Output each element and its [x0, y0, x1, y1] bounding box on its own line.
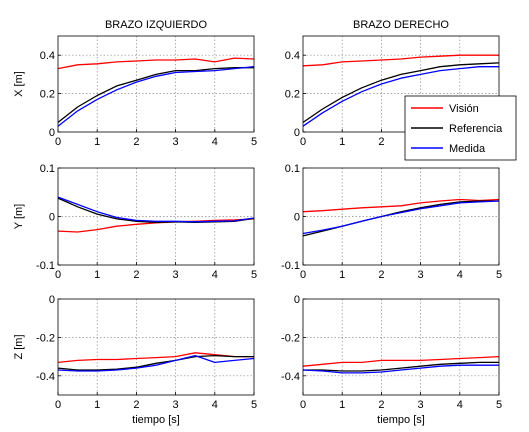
x-tick-label: 5 — [496, 269, 502, 281]
series-line — [57, 354, 255, 372]
x-tick-label: 4 — [212, 136, 218, 148]
legend-entry: Visión — [449, 103, 479, 115]
subplot: 0 1 2 3 4 5 -0.4 -0.2 0 tiempo [s] — [281, 294, 502, 426]
plot-area — [303, 299, 499, 395]
x-tick-label: 5 — [251, 136, 257, 148]
y-axis-label: Z [m] — [13, 334, 25, 359]
y-tick-label: 0 — [294, 294, 300, 306]
x-tick-label: 3 — [173, 269, 179, 281]
series-line — [57, 196, 255, 223]
y-tick-label: 0 — [49, 127, 55, 139]
y-tick-label: 0.2 — [40, 89, 55, 101]
y-tick-label: 0 — [49, 294, 55, 306]
subplot: 0 1 2 3 4 5 0 0.2 0.4 X [m] — [13, 35, 257, 148]
x-axis-label: tiempo [s] — [132, 414, 180, 426]
x-tick-label: 4 — [212, 269, 218, 281]
column-title: BRAZO IZQUIERDO — [105, 19, 208, 31]
x-tick-label: 2 — [378, 269, 384, 281]
x-tick-label: 3 — [418, 269, 424, 281]
series-line — [57, 57, 255, 70]
axes-frame — [57, 35, 255, 133]
series-line — [302, 355, 500, 367]
x-tick-label: 3 — [418, 399, 424, 411]
x-tick-label: 4 — [212, 399, 218, 411]
x-tick-label: 2 — [378, 399, 384, 411]
subplot: 0 1 2 3 4 5-0.100.1Y [m] — [13, 163, 257, 281]
legend-entry: Referencia — [449, 123, 503, 135]
legend: Visión Referencia Medida — [404, 95, 517, 161]
y-tick-label: 0 — [49, 212, 55, 224]
x-tick-label: 4 — [457, 269, 463, 281]
y-tick-label: -0.2 — [36, 332, 55, 344]
y-tick-label: 0 — [294, 127, 300, 139]
axes-frame — [57, 298, 255, 396]
y-tick-label: -0.2 — [281, 332, 300, 344]
x-tick-label: 2 — [133, 269, 139, 281]
column-title: BRAZO DERECHO — [353, 19, 449, 31]
y-tick-label: 0.1 — [40, 163, 55, 175]
plot-area — [58, 36, 254, 132]
series-line — [302, 200, 500, 235]
x-tick-label: 1 — [94, 399, 100, 411]
x-tick-label: 2 — [378, 136, 384, 148]
x-tick-label: 5 — [251, 399, 257, 411]
y-tick-label: 0.4 — [40, 50, 55, 62]
axes-frame — [302, 35, 500, 133]
y-tick-label: 0.1 — [285, 163, 300, 175]
x-tick-label: 5 — [496, 399, 502, 411]
y-axis-label: X [m] — [13, 71, 25, 97]
series-line — [57, 67, 254, 123]
y-tick-label: -0.1 — [281, 260, 300, 272]
x-tick-label: 1 — [339, 399, 345, 411]
series-line — [302, 66, 499, 127]
series-line — [302, 364, 499, 374]
series-line — [57, 354, 254, 371]
x-tick-label: 0 — [55, 399, 61, 411]
x-tick-label: 1 — [94, 269, 100, 281]
series-line — [302, 54, 499, 67]
y-axis-label: Y [m] — [13, 204, 25, 229]
x-tick-label: 3 — [173, 399, 179, 411]
y-tick-label: -0.4 — [36, 371, 55, 383]
y-tick-label: 0 — [294, 212, 300, 224]
x-tick-label: 1 — [339, 269, 345, 281]
x-tick-label: 2 — [133, 136, 139, 148]
x-axis-label: tiempo [s] — [377, 414, 425, 426]
x-tick-label: 0 — [300, 269, 306, 281]
x-tick-label: 1 — [339, 136, 345, 148]
x-tick-label: 0 — [55, 269, 61, 281]
x-tick-label: 4 — [457, 399, 463, 411]
y-tick-label: 0.2 — [285, 89, 300, 101]
series-line — [302, 62, 500, 123]
x-tick-label: 1 — [94, 136, 100, 148]
legend-entry: Medida — [449, 143, 486, 155]
x-tick-label: 0 — [300, 399, 306, 411]
axes-frame — [302, 298, 500, 396]
y-tick-label: 0.4 — [285, 50, 300, 62]
x-tick-label: 0 — [300, 136, 306, 148]
x-tick-label: 2 — [133, 399, 139, 411]
subplot: 0 1 2 3 4 5 -0.4 -0.2 0 Z [m] tiempo [s] — [13, 294, 257, 426]
series-line — [302, 198, 500, 213]
x-tick-label: 0 — [55, 136, 61, 148]
series-line — [303, 361, 499, 372]
x-tick-label: 3 — [173, 136, 179, 148]
x-tick-label: 5 — [251, 269, 257, 281]
series-line — [57, 66, 255, 127]
y-tick-label: -0.4 — [281, 371, 300, 383]
subplot: 0 1 2 3 4 5-0.100.1 — [281, 163, 502, 281]
plot-area — [58, 299, 254, 395]
y-tick-label: -0.1 — [36, 260, 55, 272]
